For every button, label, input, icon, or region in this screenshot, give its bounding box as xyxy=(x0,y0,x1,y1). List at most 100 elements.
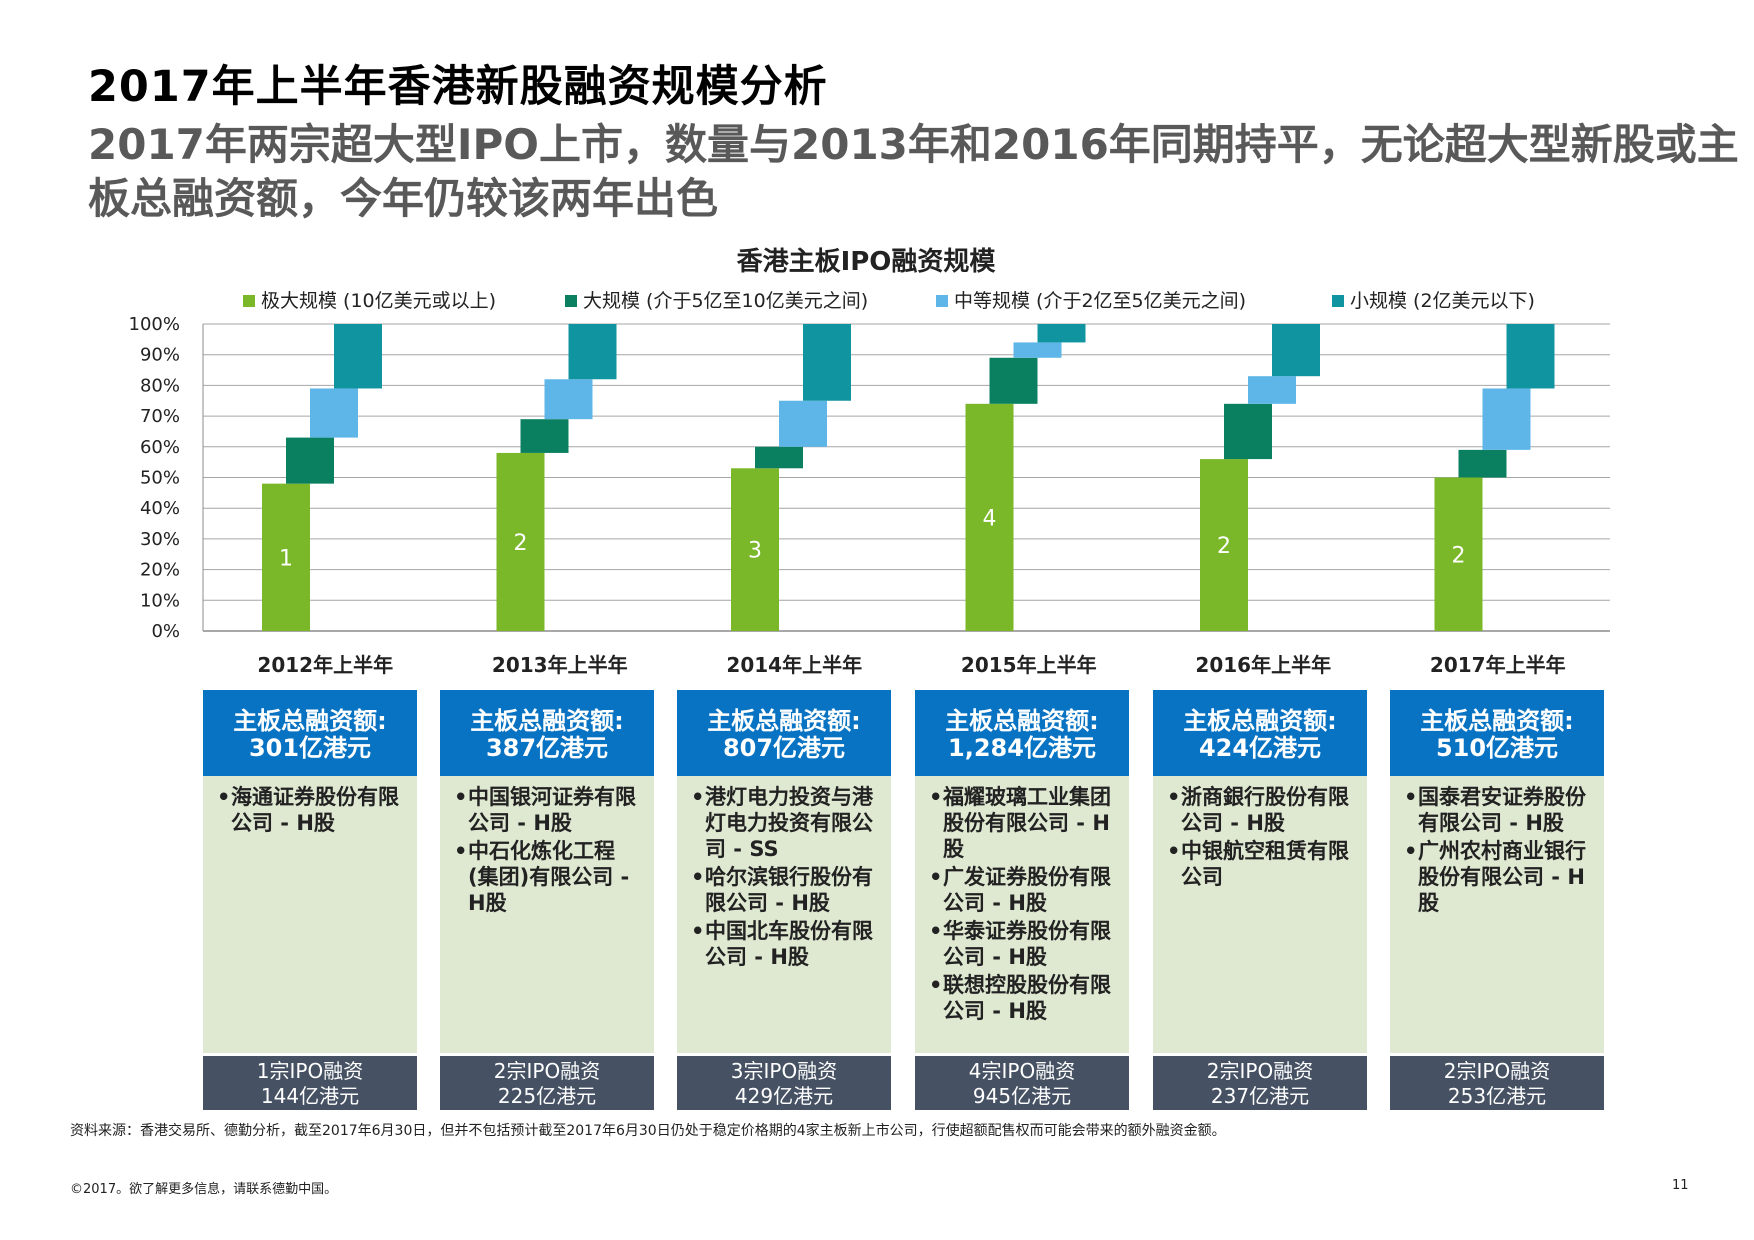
company-item: 华泰证券股份有限公司 - H股 xyxy=(929,918,1119,970)
company-item: 广发证券股份有限公司 - H股 xyxy=(929,864,1119,916)
bar-segment xyxy=(779,400,827,447)
card-ipo-footer: 2宗IPO融资 253亿港元 xyxy=(1390,1056,1604,1110)
bar-segment xyxy=(1013,342,1062,358)
card-ipo-count: 1宗IPO融资 xyxy=(256,1059,364,1083)
card-ipo-footer: 4宗IPO融资 945亿港元 xyxy=(915,1056,1129,1110)
bar-segment xyxy=(262,483,310,631)
y-tick-label: 80% xyxy=(140,375,180,396)
copyright: ©2017。欲了解更多信息，请联系德勤中国。 xyxy=(70,1182,338,1197)
x-category-label: 2013年上半年 xyxy=(492,653,628,677)
legend-swatch xyxy=(243,295,255,307)
bar-segment xyxy=(1272,324,1320,377)
card-ipo-amount: 253亿港元 xyxy=(1447,1084,1547,1108)
card-total-value: 1,284亿港元 xyxy=(948,734,1096,762)
y-tick-label: 20% xyxy=(140,560,180,581)
legend-label: 极大规模 (10亿美元或以上) xyxy=(261,290,496,312)
bar-count-label: 1 xyxy=(279,546,293,571)
bar-segment xyxy=(520,419,569,453)
card-total-header: 主板总融资额: 387亿港元 xyxy=(440,690,654,776)
y-tick-label: 90% xyxy=(140,345,180,366)
card-ipo-amount: 144亿港元 xyxy=(260,1084,360,1108)
card-ipo-footer: 3宗IPO融资 429亿港元 xyxy=(677,1056,891,1110)
bar-segment xyxy=(731,468,779,631)
y-tick-label: 50% xyxy=(140,468,180,489)
card-ipo-count: 3宗IPO融资 xyxy=(730,1059,838,1083)
x-category-label: 2015年上半年 xyxy=(961,653,1097,677)
page-number: 11 xyxy=(1672,1178,1689,1193)
card-company-list: 国泰君安证券股份有限公司 - H股广州农村商业银行股份有限公司 - H股 xyxy=(1390,770,1604,1053)
card-total-label: 主板总融资额: xyxy=(945,707,1099,735)
bar-segment xyxy=(1482,388,1531,450)
bar-count-label: 2 xyxy=(1217,534,1231,559)
company-item: 联想控股股份有限公司 - H股 xyxy=(929,972,1119,1024)
y-tick-label: 0% xyxy=(151,621,180,642)
card-ipo-footer: 1宗IPO融资 144亿港元 xyxy=(203,1056,417,1110)
y-tick-label: 30% xyxy=(140,529,180,550)
bar-segment xyxy=(1200,459,1248,631)
card-total-label: 主板总融资额: xyxy=(1183,707,1337,735)
chart-title: 香港主板IPO融资规模 xyxy=(737,247,997,277)
card-total-header: 主板总融资额: 807亿港元 xyxy=(677,690,891,776)
page-title: 2017年上半年香港新股融资规模分析 xyxy=(88,62,828,112)
company-item: 中石化炼化工程(集团)有限公司 - H股 xyxy=(454,838,644,916)
card-total-value: 387亿港元 xyxy=(485,734,609,762)
card-company-list: 浙商銀行股份有限公司 - H股中银航空租赁有限公司 xyxy=(1153,770,1367,1053)
company-item: 国泰君安证券股份有限公司 - H股 xyxy=(1404,784,1594,836)
card-total-value: 510亿港元 xyxy=(1435,734,1559,762)
bar-segment xyxy=(544,379,593,420)
source-note: 资料来源：香港交易所、德勤分析，截至2017年6月30日，但并不包括预计截至20… xyxy=(70,1123,1226,1139)
bar-segment xyxy=(965,403,1014,631)
company-item: 海通证券股份有限公司 - H股 xyxy=(217,784,407,836)
x-category-label: 2017年上半年 xyxy=(1430,653,1566,677)
card-ipo-footer: 2宗IPO融资 237亿港元 xyxy=(1153,1056,1367,1110)
bar-count-label: 4 xyxy=(983,506,997,531)
bar-segment xyxy=(1434,477,1483,631)
company-item: 广州农村商业银行股份有限公司 - H股 xyxy=(1404,838,1594,916)
legend-swatch xyxy=(936,295,948,307)
bar-segment xyxy=(755,446,803,469)
card-ipo-amount: 225亿港元 xyxy=(497,1084,597,1108)
card-ipo-count: 2宗IPO融资 xyxy=(493,1059,601,1083)
card-ipo-amount: 429亿港元 xyxy=(734,1084,834,1108)
card-total-label: 主板总融资额: xyxy=(707,707,861,735)
company-item: 中国银河证券有限公司 - H股 xyxy=(454,784,644,836)
y-tick-label: 60% xyxy=(140,437,180,458)
bar-segment xyxy=(1037,324,1086,343)
company-item: 中银航空租赁有限公司 xyxy=(1167,838,1357,890)
company-item: 浙商銀行股份有限公司 - H股 xyxy=(1167,784,1357,836)
card-total-header: 主板总融资额: 1,284亿港元 xyxy=(915,690,1129,776)
bar-count-label: 2 xyxy=(1452,543,1466,568)
card-ipo-count: 4宗IPO融资 xyxy=(968,1059,1076,1083)
y-tick-label: 40% xyxy=(140,498,180,519)
x-category-label: 2012年上半年 xyxy=(257,653,393,677)
card-total-value: 301亿港元 xyxy=(248,734,372,762)
bar-segment xyxy=(334,324,382,389)
company-item: 哈尔滨银行股份有限公司 - H股 xyxy=(691,864,881,916)
card-ipo-count: 2宗IPO融资 xyxy=(1206,1059,1314,1083)
company-item: 福耀玻璃工业集团股份有限公司 - H股 xyxy=(929,784,1119,862)
x-category-label: 2014年上半年 xyxy=(726,653,862,677)
company-item: 港灯电力投资与港灯电力投资有限公司 - SS xyxy=(691,784,881,862)
x-category-label: 2016年上半年 xyxy=(1195,653,1331,677)
bar-count-label: 3 xyxy=(748,539,762,564)
bar-segment xyxy=(568,324,617,380)
legend-swatch xyxy=(1332,295,1344,307)
bar-segment xyxy=(310,388,358,438)
bar-segment xyxy=(1224,403,1272,460)
card-company-list: 中国银河证券有限公司 - H股中石化炼化工程(集团)有限公司 - H股 xyxy=(440,770,654,1053)
legend-label: 中等规模 (介于2亿至5亿美元之间) xyxy=(954,290,1246,312)
card-total-value: 424亿港元 xyxy=(1198,734,1322,762)
card-company-list: 海通证券股份有限公司 - H股 xyxy=(203,770,417,1053)
legend-label: 小规模 (2亿美元以下) xyxy=(1350,290,1535,312)
y-tick-label: 100% xyxy=(129,314,180,335)
y-tick-label: 10% xyxy=(140,590,180,611)
card-total-header: 主板总融资额: 510亿港元 xyxy=(1390,690,1604,776)
legend-swatch xyxy=(565,295,577,307)
bar-segment xyxy=(803,324,851,401)
card-ipo-amount: 237亿港元 xyxy=(1210,1084,1310,1108)
bar-segment xyxy=(1458,449,1507,478)
bar-segment xyxy=(286,437,334,484)
bar-segment xyxy=(1506,324,1555,389)
company-item: 中国北车股份有限公司 - H股 xyxy=(691,918,881,970)
